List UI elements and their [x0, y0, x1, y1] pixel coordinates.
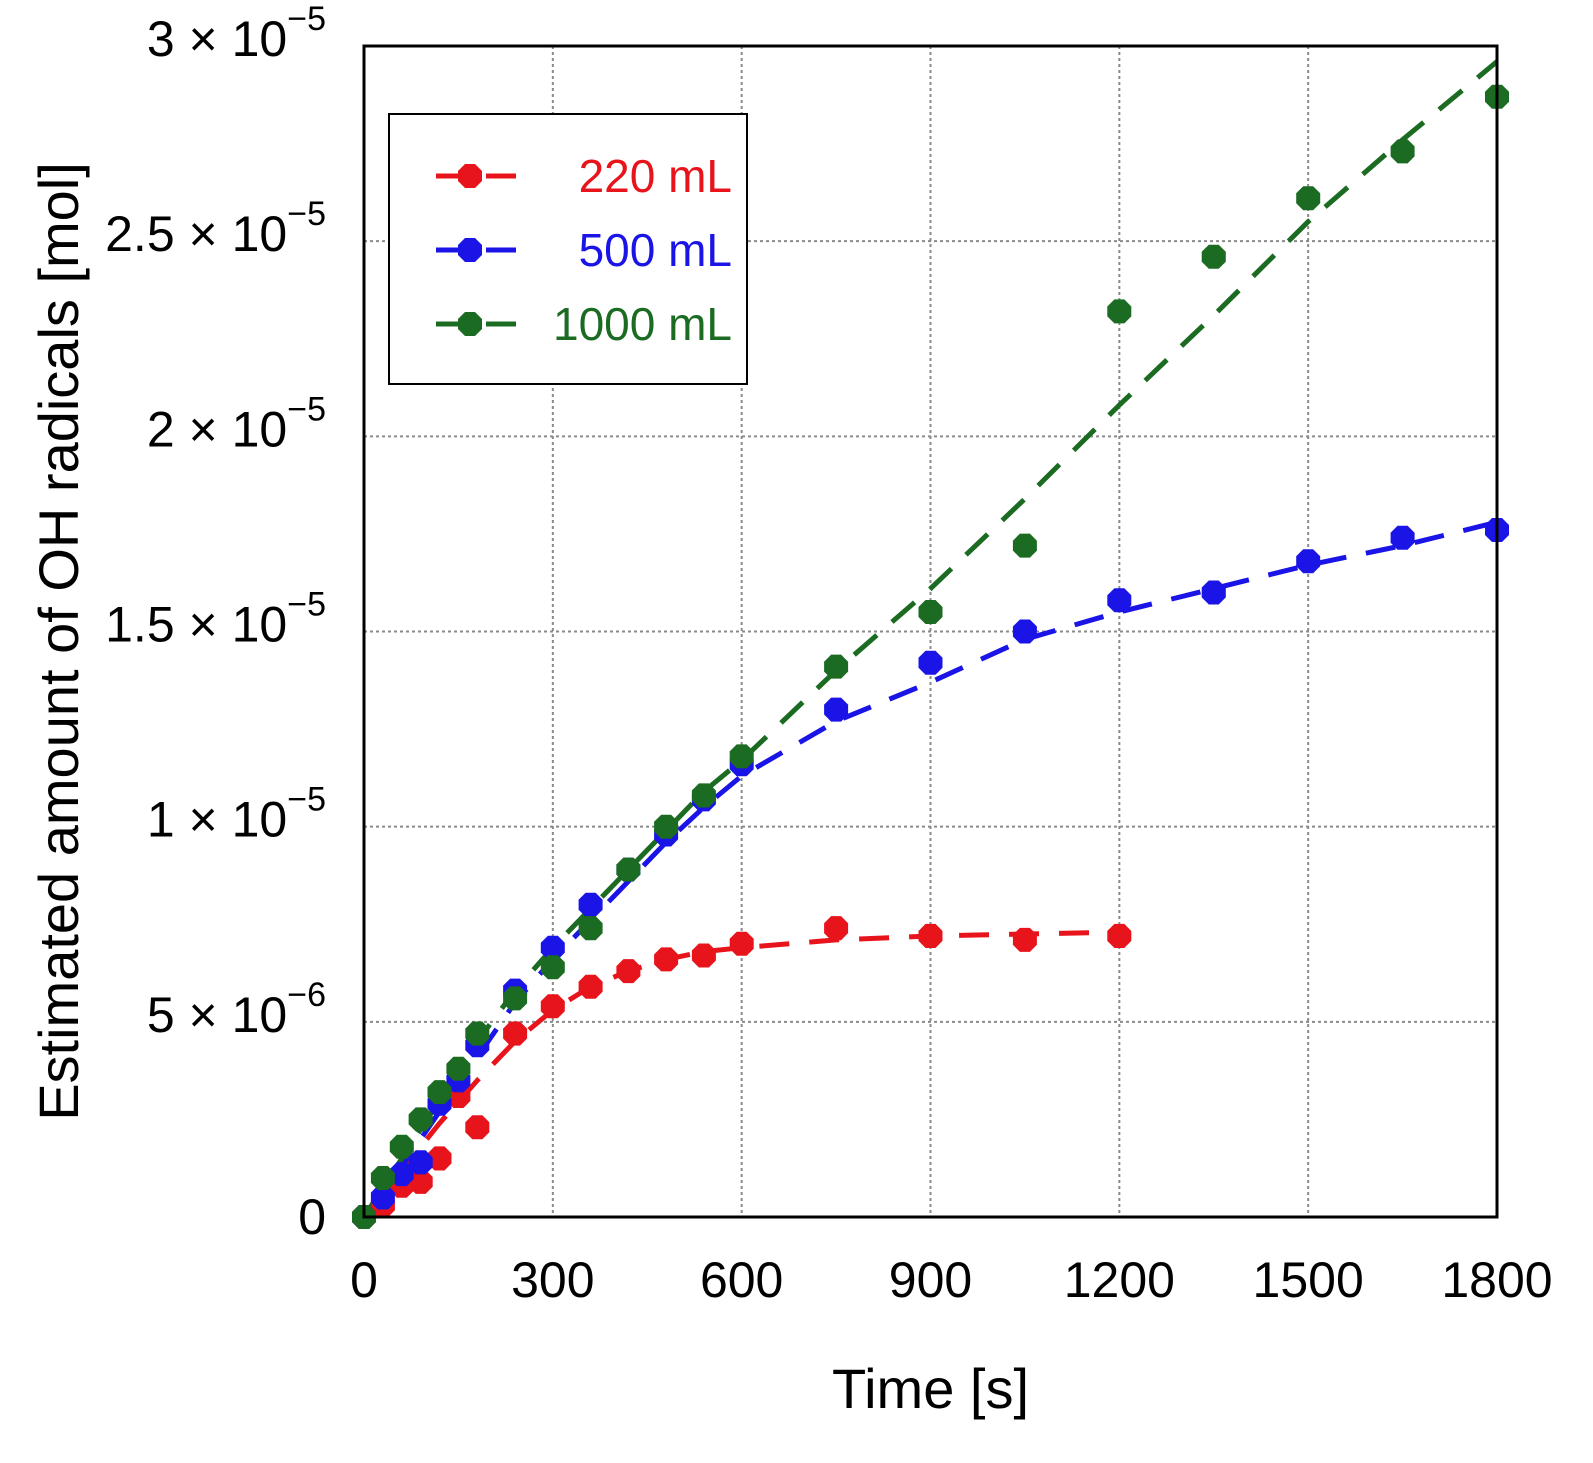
y-tick-mantissa: 2 × 10: [147, 401, 287, 457]
data-point-1000-ml: [389, 1134, 414, 1159]
data-point-500-ml: [1107, 588, 1132, 613]
y-axis-title: Estimated amount of OH radicals [mol]: [27, 162, 90, 1121]
y-tick-mantissa: 5 × 10: [147, 987, 287, 1043]
data-point-500-ml: [1012, 619, 1037, 644]
x-tick-label: 1800: [1441, 1252, 1552, 1308]
y-tick-mantissa: 3 × 10: [147, 11, 287, 67]
data-point-1000-ml: [616, 857, 641, 882]
data-point-220-ml: [578, 974, 603, 999]
y-tick-mantissa: 2.5 × 10: [105, 206, 287, 262]
y-tick-mantissa: 0: [298, 1189, 326, 1245]
data-point-1000-ml: [729, 744, 754, 769]
data-point-220-ml: [427, 1146, 452, 1171]
data-point-1000-ml: [427, 1080, 452, 1105]
data-point-1000-ml: [446, 1056, 471, 1081]
x-tick-label: 1500: [1253, 1252, 1364, 1308]
data-point-1000-ml: [465, 1021, 490, 1046]
data-point-220-ml: [408, 1169, 433, 1194]
data-point-220-ml: [1107, 923, 1132, 948]
data-point-1000-ml: [540, 955, 565, 980]
x-tick-labels: 0 300 600 900 1200 1500 1800: [350, 1252, 1553, 1308]
y-tick-exponent: −5: [287, 0, 326, 38]
data-point-500-ml: [1390, 525, 1415, 550]
y-tick-exponent: −5: [287, 586, 326, 624]
y-tick-exponent: −5: [287, 195, 326, 233]
data-point-220-ml: [729, 931, 754, 956]
data-point-500-ml: [408, 1150, 433, 1175]
y-tick-label: 2.5 × 10−5: [105, 195, 326, 262]
data-point-1000-ml: [1012, 533, 1037, 558]
data-point-220-ml: [691, 943, 716, 968]
y-tick-exponent: −6: [287, 976, 326, 1014]
data-point-220-ml: [616, 959, 641, 984]
legend-label-1000-ml: 1000 mL: [553, 298, 732, 350]
legend-label-220-ml: 220 mL: [579, 150, 732, 202]
legend: 220 mL 500 mL 1000 mL: [388, 113, 748, 385]
x-tick-label: 0: [350, 1252, 378, 1308]
data-point-1000-ml: [1296, 186, 1321, 211]
data-point-1000-ml: [918, 600, 943, 624]
data-point-220-ml: [465, 1115, 490, 1140]
legend-marker-1000-ml: [458, 312, 482, 336]
y-tick-label: 3 × 10−5: [147, 0, 326, 67]
data-point-500-ml: [918, 650, 943, 675]
y-tick-mantissa: 1.5 × 10: [105, 597, 287, 653]
x-tick-label: 300: [511, 1252, 594, 1308]
y-tick-label: 2 × 10−5: [147, 390, 326, 457]
data-point-1000-ml: [1201, 244, 1226, 269]
data-point-1000-ml: [1390, 139, 1415, 164]
legend-marker-500-ml: [458, 238, 482, 262]
data-point-1000-ml: [824, 654, 849, 679]
plot-frame: [362, 44, 1499, 1219]
y-tick-exponent: −5: [287, 390, 326, 428]
y-tick-label: 1.5 × 10−5: [105, 586, 326, 653]
data-point-500-ml: [540, 935, 565, 960]
x-tick-label: 1200: [1064, 1252, 1175, 1308]
y-tick-exponent: −5: [287, 781, 326, 819]
y-tick-label: 0: [298, 1189, 326, 1245]
y-tick-mantissa: 1 × 10: [147, 792, 287, 848]
data-point-220-ml: [654, 947, 679, 972]
x-tick-label: 900: [889, 1252, 972, 1308]
data-point-500-ml: [578, 892, 603, 917]
data-point-220-ml: [918, 923, 943, 948]
data-point-1000-ml: [370, 1166, 395, 1190]
data-point-1000-ml: [503, 986, 528, 1011]
legend-label-500-ml: 500 mL: [579, 224, 732, 276]
data-point-1000-ml: [578, 916, 603, 941]
data-point-1000-ml: [408, 1107, 433, 1132]
data-point-500-ml: [1201, 580, 1226, 605]
data-point-500-ml: [389, 1162, 414, 1187]
grid: [364, 46, 1497, 1217]
x-axis-title: Time [s]: [832, 1357, 1029, 1420]
data-point-500-ml: [1296, 549, 1321, 574]
data-point-1000-ml: [1107, 299, 1132, 324]
data-point-220-ml: [503, 1021, 528, 1046]
data-point-220-ml: [540, 994, 565, 1019]
y-tick-label: 5 × 10−6: [147, 976, 326, 1043]
x-tick-label: 600: [700, 1252, 783, 1308]
y-tick-label: 1 × 10−5: [147, 781, 326, 848]
data-point-1000-ml: [654, 814, 679, 839]
data-point-220-ml: [1012, 927, 1037, 952]
y-tick-labels: 05 × 10−61 × 10−51.5 × 10−52 × 10−52.5 ×…: [105, 0, 326, 1245]
data-point-500-ml: [824, 697, 849, 722]
data-point-220-ml: [824, 916, 849, 941]
legend-marker-220-ml: [458, 164, 482, 188]
data-point-500-ml: [370, 1185, 395, 1210]
data-point-1000-ml: [691, 783, 716, 808]
